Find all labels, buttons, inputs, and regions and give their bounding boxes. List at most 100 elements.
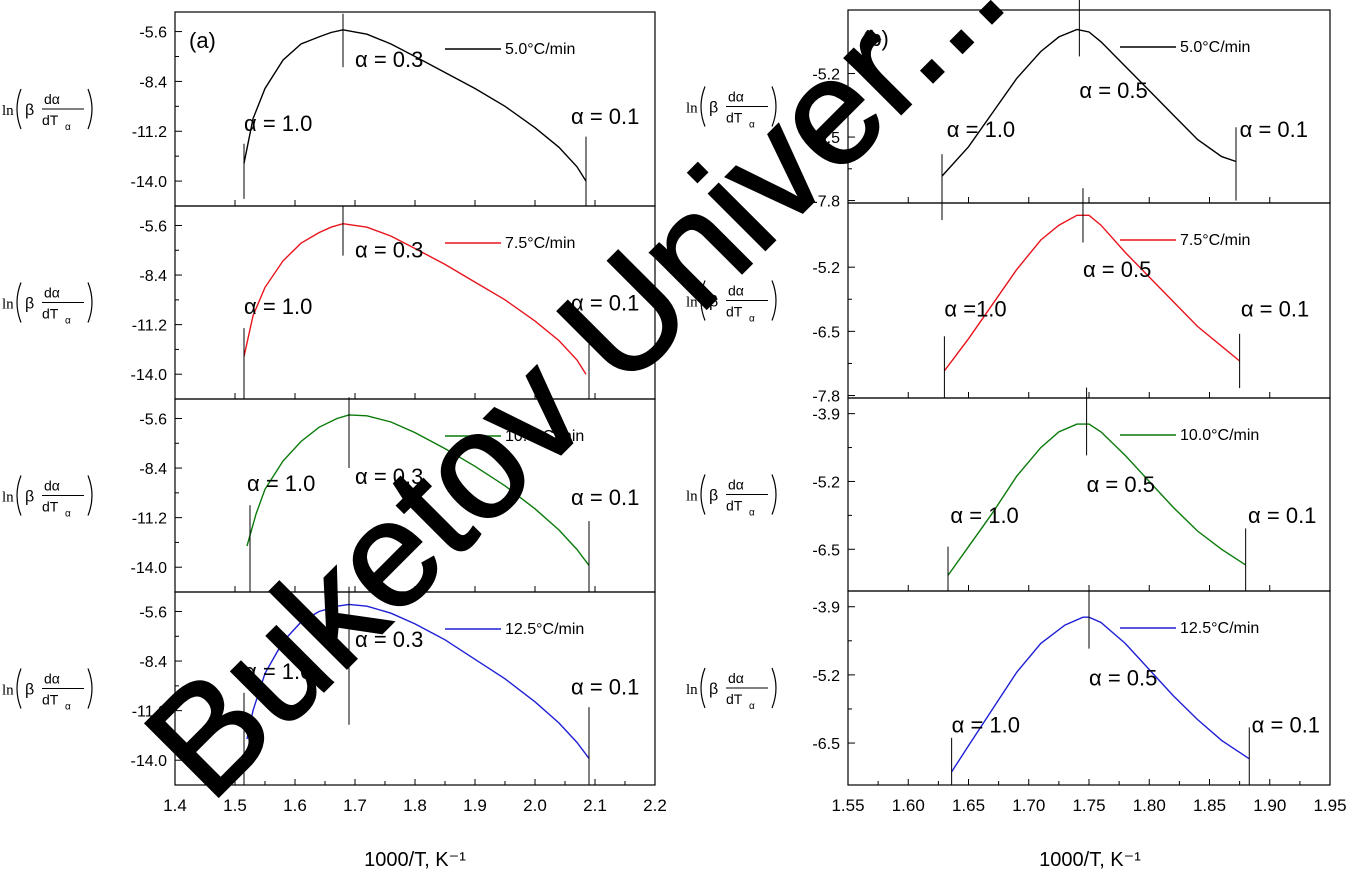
y-axis-label-subscript: α [65,702,71,713]
y-axis-label-numerator: dα [44,285,60,301]
annotation-label: α = 0.5 [1089,665,1157,690]
y-tick-label: -11.2 [132,704,167,721]
y-axis-label-paren-left [700,86,706,127]
x-tick-label: 1.7 [343,796,367,815]
series-line [246,414,590,566]
y-axis-label-paren-left [16,475,22,516]
x-tick-label: 1.95 [1313,796,1346,815]
chart-panel-b: -5.2 -6.5 -7.8 5.0°C/min α = 1.0 α = 0.5 α = 0… [686,0,1347,871]
series-line [246,603,590,759]
y-tick-label: -6.5 [812,324,840,341]
annotation-label: α = 0.1 [571,290,639,315]
annotation-label: α = 1.0 [244,111,312,136]
y-axis-label-ln: ln [686,682,698,698]
annotation-label: α = 0.1 [1240,117,1308,142]
y-axis-label-paren-left [700,280,706,321]
annotation-label: α = 1.0 [952,713,1020,738]
y-axis-label-paren-left [700,474,706,515]
legend-label: 10.0°C/min [1180,427,1259,444]
y-tick-label: -11.2 [132,511,167,528]
legend-label: 5.0°C/min [1180,39,1250,56]
x-tick-label: 1.90 [1253,796,1286,815]
y-axis-label-beta: β [25,489,34,506]
y-tick-label: -11.2 [132,318,167,335]
series-line [243,29,587,182]
y-axis-label-ln: ln [2,683,14,699]
y-axis-label-beta: β [25,102,34,119]
y-axis-label-denominator: dT [726,304,743,320]
y-axis-label-subscript: α [749,314,755,325]
y-axis-label: ln βdα dT α [686,667,777,712]
y-axis-label-subscript: α [65,122,71,133]
y-tick-label: -5.2 [812,668,840,685]
panel-label: (b) [862,26,889,51]
x-tick-label: 1.60 [892,796,925,815]
x-tick-label: 1.70 [1012,796,1045,815]
y-axis-label-paren-right [87,88,93,130]
y-tick-label: -7.8 [812,389,840,406]
y-axis-label-denominator: dT [726,691,743,707]
y-axis-label-paren-right [87,668,93,709]
x-tick-label: 2.1 [583,796,607,815]
x-tick-label: 1.9 [463,796,487,815]
y-axis-label-beta: β [709,294,718,311]
x-tick-label: 1.8 [403,796,427,815]
annotation-label: α = 1.0 [244,659,312,684]
series-line [243,222,587,375]
y-axis-label-beta: β [709,681,718,698]
x-tick-label: 1.65 [952,796,985,815]
y-axis-label-beta: β [25,682,34,699]
y-axis-label-ln: ln [2,103,14,119]
y-axis-label-paren-right [87,282,93,323]
y-axis-label-numerator: dα [44,91,60,107]
annotation-label: α = 0.5 [1083,257,1151,282]
y-axis-label-paren-right [87,475,93,516]
y-tick-label: -5.2 [812,474,840,491]
y-axis-label-subscript: α [749,120,755,131]
y-axis-label-denominator: dT [726,498,743,514]
y-tick-label: -6.5 [812,130,840,147]
legend-label: 10.0°C/min [505,428,584,445]
annotation-label: α = 1.0 [947,117,1015,142]
y-axis-label-ln: ln [686,489,698,505]
y-tick-label: -5.2 [812,67,840,84]
y-tick-label: -5.2 [812,260,840,277]
y-axis-label-denominator: dT [42,112,59,128]
y-axis-label-ln: ln [686,101,698,117]
legend-label: 12.5°C/min [505,621,584,638]
y-axis-label-numerator: dα [728,477,744,493]
x-tick-label: 1.75 [1072,796,1105,815]
annotation-label: α = 0.1 [1248,503,1316,528]
y-axis-label: ln βdα dT α [686,86,777,131]
annotation-label: α = 0.1 [571,485,639,510]
x-tick-label: 2.2 [643,796,667,815]
y-axis-label-beta: β [709,100,718,117]
y-tick-label: -14.0 [131,753,168,770]
y-axis-label-beta: β [709,488,718,505]
y-tick-label: -14.0 [131,367,168,384]
y-tick-label: -5.6 [139,411,167,428]
x-tick-label: 1.80 [1133,796,1166,815]
annotation-label: α = 1.0 [950,503,1018,528]
annotation-label: α =1.0 [944,297,1006,322]
x-tick-label: 1.85 [1193,796,1226,815]
y-tick-label: -5.6 [139,604,167,621]
y-axis-label-numerator: dα [44,478,60,494]
y-axis-label-denominator: dT [726,110,743,126]
y-tick-label: -7.8 [812,194,840,211]
x-tick-label: 1.4 [163,796,187,815]
annotation-label: α = 0.5 [1087,472,1155,497]
y-axis-label: ln βdα dT α [2,88,93,133]
y-axis-label-beta: β [25,296,34,313]
y-tick-label: -3.9 [812,407,840,424]
annotation-label: α = 0.3 [355,47,423,72]
annotation-label: α = 1.0 [244,294,312,319]
series-line [941,28,1237,177]
y-axis-label-paren-right [771,280,777,321]
y-axis-label-denominator: dT [42,499,59,515]
series-line [943,214,1241,372]
y-tick-label: -8.4 [139,268,167,285]
y-tick-label: -14.0 [131,174,168,191]
y-axis-label: ln βdα dT α [686,474,777,519]
